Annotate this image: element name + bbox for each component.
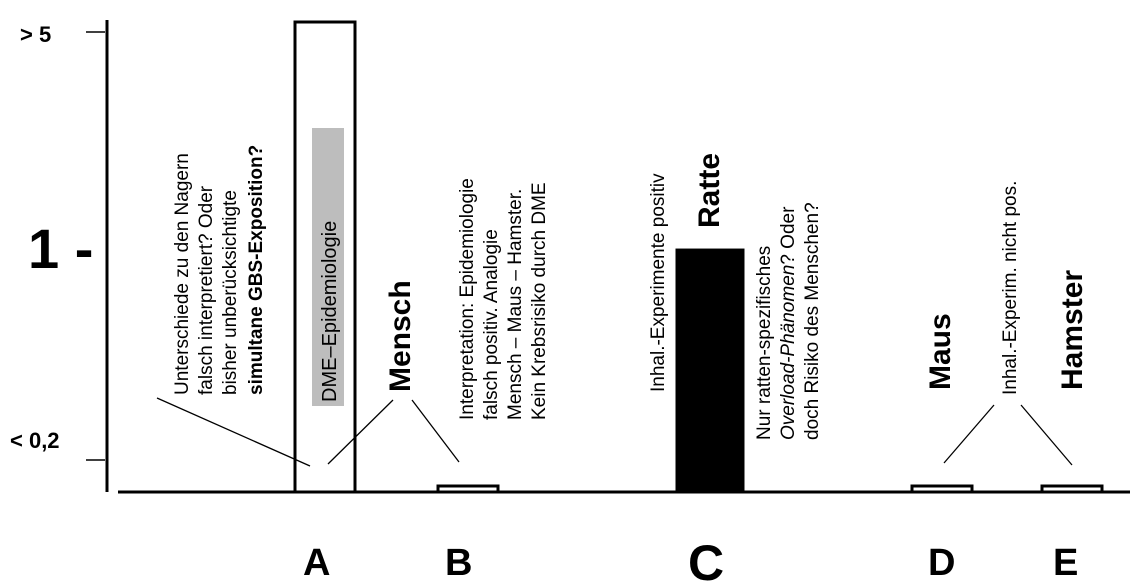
leader-a-left [156, 397, 311, 467]
bar-d [910, 484, 974, 494]
annotation-b-line-3: Mensch – Maus – Hamster. [505, 189, 526, 420]
annotation-b-line-4: Kein Krebsrisiko durch DME [529, 182, 550, 420]
overload-suffix: ? Oder [778, 206, 799, 265]
annotation-b: Interpretation: Epidemiologie falsch pos… [457, 178, 550, 420]
leader-d-to-e [1020, 404, 1073, 466]
annotation-c-right-line-3: doch Risiko des Menschen? [802, 202, 823, 440]
annotation-b-line-2: falsch positiv. Analogie [481, 229, 502, 420]
annotation-a-line-3: bisher unberücksichtigte [220, 190, 241, 395]
bar-e [1040, 484, 1104, 494]
y-tick-label-1: 1 - [28, 217, 93, 280]
category-label-d: D [928, 542, 955, 584]
category-label-b: B [445, 542, 472, 584]
bar-label-c: Ratte [693, 153, 726, 228]
annotation-c-left: Inhal.-Experimente positiv [648, 173, 669, 392]
leader-lines [156, 397, 1073, 467]
annotation-a-line-4: simultane GBS-Exposition? [246, 145, 267, 395]
category-label-e: E [1053, 542, 1078, 584]
bar-label-e: Hamster [1056, 270, 1089, 390]
bar-label-a: DME–Epidemiologie [319, 221, 341, 402]
annotation-a-line-2: falsch interpretiert? Oder [196, 185, 217, 395]
overload-phrase: Overload-Phänomen [778, 265, 799, 440]
annotation-d: Inhal.-Experim. nicht pos. [1000, 181, 1021, 395]
annotation-c-right-line-2: Overload-Phänomen? Oder [778, 206, 799, 440]
annotation-c-right-line-1: Nur ratten-spezifisches [754, 246, 775, 440]
category-label-c: C [688, 535, 724, 585]
annotation-c-right: Nur ratten-spezifisches Overload-Phänome… [754, 202, 823, 440]
bar-label-a-highlight [312, 128, 344, 406]
y-tick-label-5: > 5 [20, 22, 51, 47]
bar-label-d: Maus [924, 313, 957, 390]
annotation-a: Unterschiede zu den Nagern falsch interp… [172, 145, 267, 395]
bar-b [436, 484, 500, 494]
annotation-b-line-1: Interpretation: Epidemiologie [457, 178, 478, 420]
leader-d-to-d [943, 404, 995, 464]
bar-c [675, 248, 745, 494]
category-label-a: A [303, 542, 330, 584]
annotation-a-line-1: Unterschiede zu den Nagern [172, 153, 193, 395]
leader-b-to-b [411, 399, 460, 463]
leader-b-to-a [327, 399, 394, 465]
y-tick-label-0.2: < 0,2 [10, 428, 60, 453]
bar-label-b: Mensch [384, 280, 417, 392]
